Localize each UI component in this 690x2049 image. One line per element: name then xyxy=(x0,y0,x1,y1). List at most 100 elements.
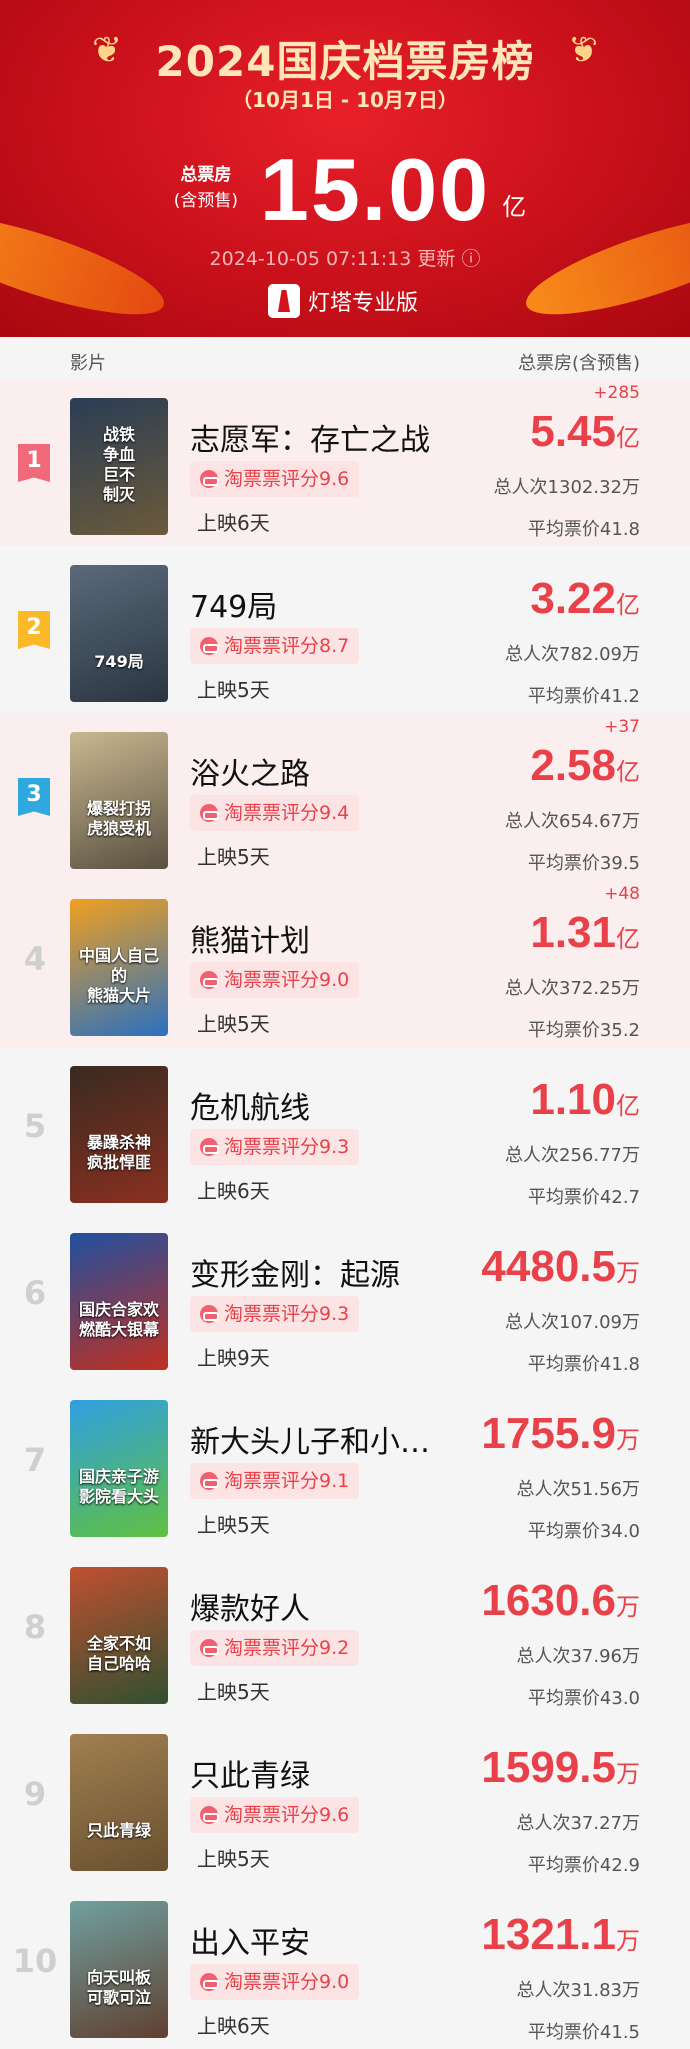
movie-title[interactable]: 危机航线 xyxy=(190,1091,310,1126)
admissions: 总人次31.83万 xyxy=(516,1980,640,2001)
box-office-value: 3.22亿 xyxy=(530,574,640,624)
box-office-value: 1.31亿 xyxy=(530,908,640,958)
avg-price: 平均票价42.7 xyxy=(527,1187,640,1208)
admissions: 总人次51.56万 xyxy=(516,1479,640,1500)
rating-badge: 淘票票评分9.2 xyxy=(190,1630,360,1666)
poster-text: 国庆合家欢 燃酷大银幕 xyxy=(78,1300,159,1339)
movie-title[interactable]: 只此青绿 xyxy=(190,1759,310,1794)
days-showing: 上映6天 xyxy=(197,2014,270,2038)
movie-title[interactable]: 志愿军：存亡之战 xyxy=(190,423,430,458)
rating-text: 淘票票评分9.0 xyxy=(224,1971,350,1993)
rating-badge: 淘票票评分9.1 xyxy=(190,1463,360,1499)
rank-badge: 3 xyxy=(18,778,50,816)
movie-title[interactable]: 熊猫计划 xyxy=(190,924,310,959)
rating-badge: 淘票票评分9.6 xyxy=(190,461,360,497)
taopiaopiao-icon xyxy=(200,971,219,989)
taopiaopiao-icon xyxy=(200,1806,219,1824)
movie-row[interactable]: 5 暴躁杀神 疯批悍匪 危机航线 淘票票评分9.3 上映6天 1.10亿 总人次2… xyxy=(0,1047,690,1214)
poster-text: 749局 xyxy=(94,652,144,671)
movie-poster[interactable]: 中国人自己的 熊猫大片 xyxy=(70,899,168,1036)
movie-row[interactable]: 4 中国人自己的 熊猫大片 熊猫计划 淘票票评分9.0 上映5天 +48 1.31… xyxy=(0,880,690,1047)
box-delta: +48 xyxy=(604,884,640,904)
movie-poster[interactable]: 暴躁杀神 疯批悍匪 xyxy=(70,1066,168,1203)
movie-poster[interactable]: 749局 xyxy=(70,565,168,702)
rating-badge: 淘票票评分8.7 xyxy=(190,628,360,664)
days-showing: 上映6天 xyxy=(197,511,270,535)
box-value-unit: 万 xyxy=(616,1259,640,1287)
rank-number: 6 xyxy=(23,1274,47,1312)
movie-poster[interactable]: 国庆合家欢 燃酷大银幕 xyxy=(70,1233,168,1370)
rank-badge: 1 xyxy=(18,444,50,482)
movie-poster[interactable]: 只此青绿 xyxy=(70,1734,168,1871)
movie-title[interactable]: 新大头儿子和小头爸爸 xyxy=(190,1425,445,1460)
box-value-number: 1630.6 xyxy=(481,1576,616,1625)
movie-title[interactable]: 749局 xyxy=(190,590,278,625)
movie-row[interactable]: 2 749局 749局 淘票票评分8.7 上映5天 3.22亿 总人次782.09… xyxy=(0,546,690,713)
admissions: 总人次37.27万 xyxy=(516,1813,640,1834)
days-showing: 上映5天 xyxy=(197,1680,270,1704)
poster-text: 只此青绿 xyxy=(86,1821,151,1840)
taopiaopiao-icon xyxy=(200,637,219,655)
box-value-number: 1321.1 xyxy=(481,1910,616,1959)
box-office-value: 5.45亿 xyxy=(530,407,640,457)
rank-number: 5 xyxy=(23,1107,47,1145)
taopiaopiao-icon xyxy=(200,1138,219,1156)
movie-poster[interactable]: 战铁 争血 巨不 制灭 xyxy=(70,398,168,535)
movie-row[interactable]: 3 爆裂打拐 虎狼受机 浴火之路 淘票票评分9.4 上映5天 +37 2.58亿 … xyxy=(0,713,690,880)
box-value-unit: 万 xyxy=(616,1760,640,1788)
box-delta: +37 xyxy=(604,717,640,737)
movie-title[interactable]: 出入平安 xyxy=(190,1926,310,1961)
days-showing: 上映5天 xyxy=(197,1847,270,1871)
avg-price: 平均票价41.8 xyxy=(527,519,640,540)
movie-poster[interactable]: 全家不如 自己哈哈 xyxy=(70,1567,168,1704)
box-value-number: 4480.5 xyxy=(481,1242,616,1291)
admissions: 总人次654.67万 xyxy=(505,811,640,832)
total-label: 总票房 (含预售) xyxy=(164,162,248,214)
total-box-office: 总票房 (含预售) 15.00 亿 xyxy=(0,140,690,240)
box-office-value: 1321.1万 xyxy=(481,1910,640,1960)
movie-title[interactable]: 爆款好人 xyxy=(190,1592,310,1627)
movie-row[interactable]: 6 国庆合家欢 燃酷大银幕 变形金刚：起源 淘票票评分9.3 上映9天 4480.… xyxy=(0,1214,690,1381)
poster-text: 暴躁杀神 疯批悍匪 xyxy=(86,1133,151,1172)
movie-title[interactable]: 变形金刚：起源 xyxy=(190,1258,400,1293)
movie-row[interactable]: 7 国庆亲子游 影院看大头 新大头儿子和小头爸爸 淘票票评分9.1 上映5天 17… xyxy=(0,1381,690,1548)
info-icon[interactable]: ⓘ xyxy=(461,248,481,270)
rating-text: 淘票票评分9.0 xyxy=(224,969,350,991)
column-film: 影片 xyxy=(70,353,106,374)
movie-row[interactable]: 8 全家不如 自己哈哈 爆款好人 淘票票评分9.2 上映5天 1630.6万 总人… xyxy=(0,1548,690,1715)
taopiaopiao-icon xyxy=(200,470,219,488)
update-time-text: 2024-10-05 07:11:13 更新 xyxy=(209,248,456,270)
taopiaopiao-icon xyxy=(200,1973,219,1991)
rating-text: 淘票票评分9.4 xyxy=(224,802,350,824)
box-value-unit: 万 xyxy=(616,1426,640,1454)
avg-price: 平均票价39.5 xyxy=(527,853,640,874)
poster-text: 向天叫板 可歌可泣 xyxy=(86,1968,151,2007)
movie-poster[interactable]: 向天叫板 可歌可泣 xyxy=(70,1901,168,2038)
movie-poster[interactable]: 爆裂打拐 虎狼受机 xyxy=(70,732,168,869)
movie-title[interactable]: 浴火之路 xyxy=(190,757,310,792)
avg-price: 平均票价42.9 xyxy=(527,1855,640,1876)
box-value-unit: 亿 xyxy=(616,925,640,953)
rank-number: 10 xyxy=(12,1942,58,1980)
rating-text: 淘票票评分9.6 xyxy=(224,1804,350,1826)
box-value-unit: 万 xyxy=(616,1593,640,1621)
poster-text: 爆裂打拐 虎狼受机 xyxy=(86,799,151,838)
movie-poster[interactable]: 国庆亲子游 影院看大头 xyxy=(70,1400,168,1537)
box-office-value: 2.58亿 xyxy=(530,741,640,791)
box-value-unit: 亿 xyxy=(616,591,640,619)
movie-row[interactable]: 10 向天叫板 可歌可泣 出入平安 淘票票评分9.0 上映6天 1321.1万 总… xyxy=(0,1882,690,2049)
rank-number: 7 xyxy=(23,1441,47,1479)
box-office-value: 1630.6万 xyxy=(481,1576,640,1626)
movie-row[interactable]: 1 战铁 争血 巨不 制灭 志愿军：存亡之战 淘票票评分9.6 上映6天 +285… xyxy=(0,379,690,546)
poster-text: 战铁 争血 巨不 制灭 xyxy=(102,425,135,504)
rank-number: 9 xyxy=(23,1775,47,1813)
days-showing: 上映5天 xyxy=(197,845,270,869)
column-box-office: 总票房(含预售) xyxy=(517,353,640,374)
admissions: 总人次107.09万 xyxy=(505,1312,640,1333)
admissions: 总人次37.96万 xyxy=(516,1646,640,1667)
admissions: 总人次1302.32万 xyxy=(493,477,640,498)
rating-text: 淘票票评分9.3 xyxy=(224,1303,350,1325)
rating-badge: 淘票票评分9.0 xyxy=(190,1964,360,2000)
days-showing: 上映6天 xyxy=(197,1179,270,1203)
movie-row[interactable]: 9 只此青绿 只此青绿 淘票票评分9.6 上映5天 1599.5万 总人次37.2… xyxy=(0,1715,690,1882)
